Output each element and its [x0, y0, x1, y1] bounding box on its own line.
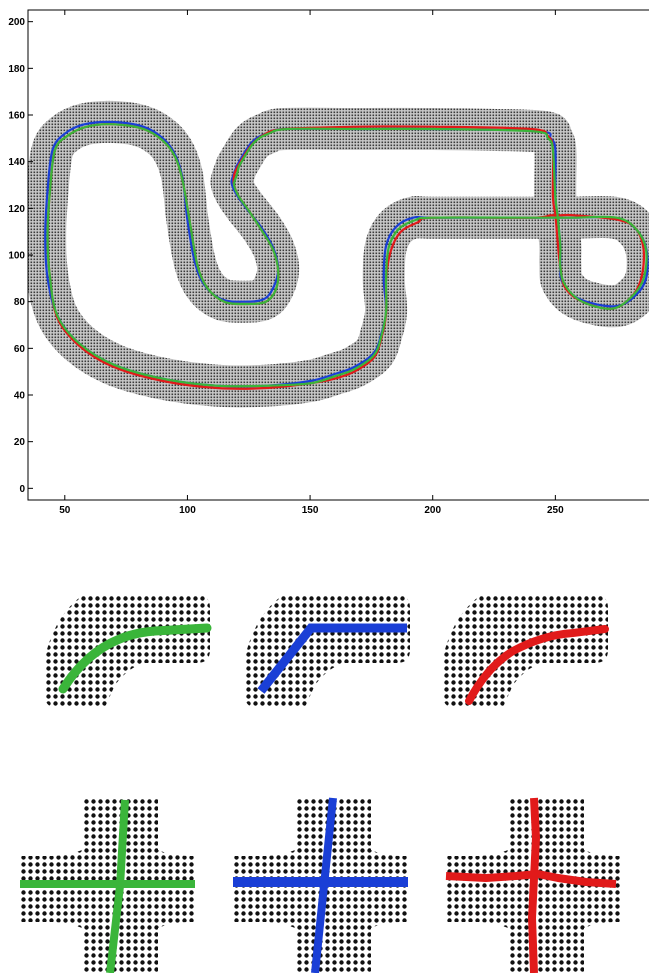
track-vertical-red	[528, 797, 540, 973]
y-tick-label: 0	[19, 484, 25, 495]
track-vertical-blue	[311, 797, 337, 973]
curve-detail-blue	[245, 595, 410, 707]
x-tick-label: 250	[547, 505, 564, 516]
y-tick-label: 100	[8, 251, 25, 262]
x-tick-label: 50	[59, 505, 71, 516]
cross-detail-row	[20, 797, 621, 973]
cross-detail-green	[20, 798, 195, 973]
curve-detail-green	[45, 595, 212, 707]
y-axis: 0 20 40 60 80 100 120 140 160 180 200	[8, 17, 33, 495]
y-tick-label: 120	[8, 204, 25, 215]
x-axis: 50100150200250300	[59, 10, 564, 516]
series-layer	[44, 120, 649, 390]
y-tick-label: 60	[14, 344, 26, 355]
cross-detail-blue	[233, 797, 408, 973]
track-corridor	[28, 100, 649, 408]
track-curve-green	[58, 623, 212, 694]
y-tick-label: 140	[8, 157, 25, 168]
series-line-2	[46, 123, 648, 388]
track-curve-red	[465, 625, 609, 705]
y-tick-label: 40	[14, 391, 26, 402]
track-vertical-green	[106, 799, 129, 973]
dot-corridor	[245, 595, 410, 707]
main-plot: 50100150200250300 0204060801001201401601…	[8, 9, 649, 516]
y-tick-label: 160	[8, 111, 25, 122]
y-tick-label: 200	[8, 17, 25, 28]
cross-detail-red	[445, 797, 621, 973]
curve-detail-red	[443, 595, 609, 707]
x-tick-label: 100	[179, 505, 196, 516]
track-curve-blue	[257, 623, 407, 694]
dot-corridor	[443, 595, 608, 707]
y-tick-label: 20	[14, 437, 26, 448]
x-tick-label: 150	[302, 505, 319, 516]
y-tick-label: 180	[8, 64, 25, 75]
curve-detail-row	[45, 595, 609, 707]
dot-corridor	[45, 595, 210, 707]
y-tick-label: 80	[14, 297, 26, 308]
x-tick-label: 200	[424, 505, 441, 516]
